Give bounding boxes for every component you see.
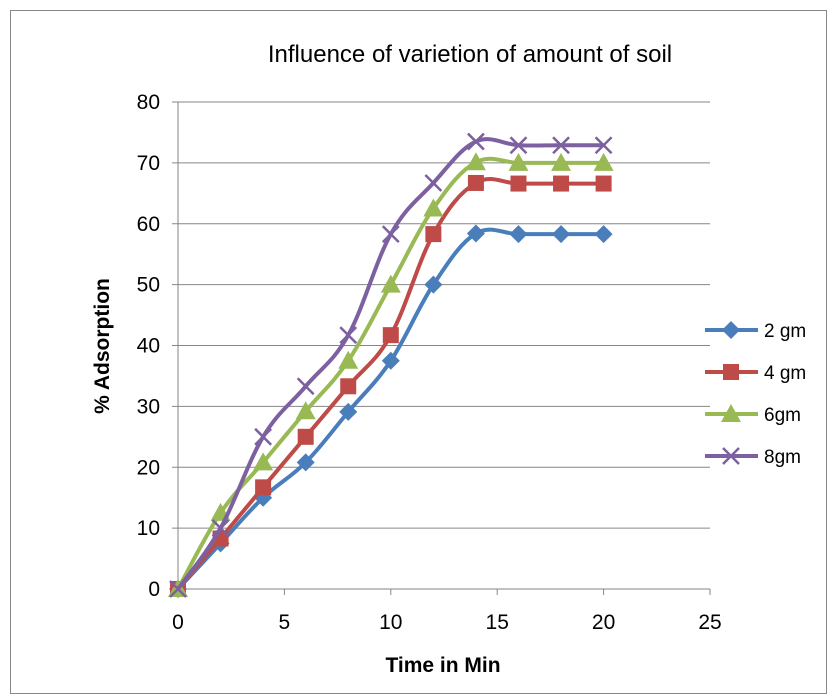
data-point (553, 175, 570, 192)
data-point (467, 174, 484, 191)
legend-marker (723, 364, 739, 380)
data-point (254, 427, 273, 446)
marker-stroke (594, 136, 613, 155)
legend-marker (722, 321, 740, 339)
data-point (593, 152, 614, 171)
series-line (176, 177, 604, 591)
series-layer (168, 132, 614, 598)
chart-frame (10, 10, 827, 694)
marker-stroke (296, 377, 315, 396)
data-point (551, 152, 572, 171)
legend-marker (722, 447, 740, 465)
chart-title: Influence of varietion of amount of soil (268, 41, 672, 68)
data-point (382, 327, 399, 344)
marker-stroke (381, 225, 400, 243)
legend-label: 4 gm (764, 363, 806, 384)
data-point (594, 225, 613, 244)
data-point (508, 152, 529, 171)
data-point (467, 132, 485, 151)
marker-stroke (424, 174, 443, 192)
y-tick-label: 30 (137, 395, 160, 418)
data-point (296, 453, 315, 472)
data-point (339, 402, 358, 421)
series-8gm (169, 132, 613, 598)
legend: 2 gm 4 gm 6gm 8gm (705, 321, 806, 468)
x-tick-label: 10 (379, 611, 402, 634)
data-point (169, 580, 187, 598)
legend-item: 6gm (705, 404, 801, 426)
legend-label: 8gm (764, 447, 801, 468)
y-tick-label: 70 (137, 152, 160, 175)
x-tick-label: 25 (698, 611, 721, 634)
y-tick-label: 60 (137, 213, 160, 236)
legend-item: 2 gm (705, 321, 806, 342)
marker-stroke (722, 447, 740, 465)
x-tick-label: 0 (172, 611, 184, 634)
marker-stroke (552, 136, 570, 155)
legend-item: 8gm (705, 447, 801, 468)
data-point (381, 351, 400, 370)
y-tick-label: 0 (148, 578, 160, 601)
y-tick-label: 10 (137, 517, 160, 540)
x-tick-label: 20 (592, 611, 615, 634)
y-tick-label: 20 (137, 456, 160, 479)
marker-stroke (254, 427, 273, 446)
data-point (424, 275, 443, 294)
data-point (340, 378, 357, 395)
data-point (253, 452, 274, 471)
data-point (339, 326, 358, 345)
data-point (425, 226, 442, 243)
data-point (380, 274, 401, 293)
data-point (510, 175, 527, 192)
marker-stroke (509, 136, 528, 155)
y-tick-label: 80 (137, 91, 160, 114)
data-point (381, 225, 400, 243)
legend-label: 6gm (764, 405, 801, 426)
y-axis-label: % Adsorption (91, 278, 114, 414)
marker-stroke (169, 580, 187, 598)
data-point (509, 225, 528, 244)
data-point (594, 136, 613, 155)
data-point (466, 224, 485, 243)
data-point (552, 136, 570, 155)
data-point (424, 174, 443, 192)
data-point (211, 519, 230, 538)
data-point (552, 225, 571, 244)
marker-stroke (211, 519, 230, 538)
series-line (176, 137, 604, 591)
x-tick-label: 15 (486, 611, 509, 634)
y-tick-label: 50 (137, 274, 160, 297)
data-point (338, 350, 359, 369)
x-axis-label: Time in Min (385, 654, 500, 677)
marker-stroke (339, 326, 358, 345)
data-point (509, 136, 528, 155)
data-point (296, 377, 315, 396)
legend-item: 4 gm (705, 363, 806, 384)
data-point (465, 152, 486, 171)
data-point (295, 401, 316, 420)
data-point (255, 479, 272, 496)
data-point (423, 198, 444, 217)
legend-marker (721, 404, 741, 422)
legend-label: 2 gm (764, 321, 806, 342)
data-point (595, 175, 612, 192)
axes: 0 10 20 30 40 50 60 70 80 0 5 10 15 20 25 (137, 91, 722, 634)
y-tick-label: 40 (137, 335, 160, 358)
x-tick-label: 5 (279, 611, 291, 634)
data-point (297, 428, 314, 445)
marker-stroke (467, 132, 485, 151)
